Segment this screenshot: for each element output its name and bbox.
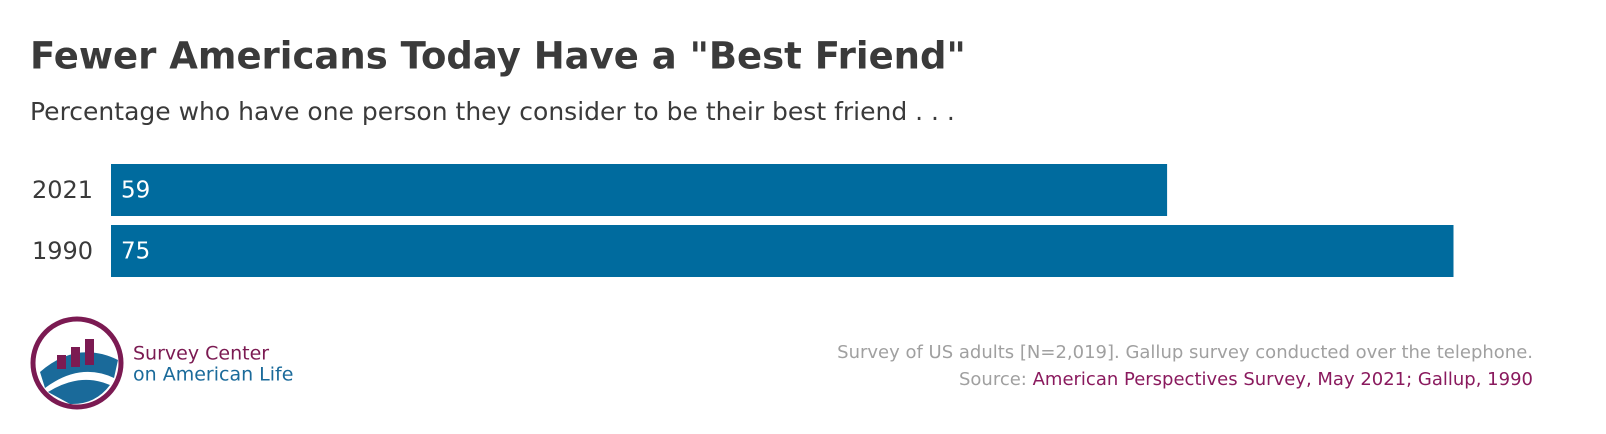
logo-text: Survey Center bbox=[133, 343, 269, 365]
y-tick-label: 2021 bbox=[32, 176, 93, 204]
logo: Survey Center on American Life bbox=[30, 316, 293, 410]
source-label: Source: bbox=[959, 369, 1027, 390]
logo-ring bbox=[30, 316, 124, 410]
chart-title: Fewer Americans Today Have a "Best Frien… bbox=[30, 35, 966, 78]
chart-subtitle: Percentage who have one person they cons… bbox=[30, 97, 955, 126]
logo-bar bbox=[57, 355, 66, 369]
logo-text: on American Life bbox=[133, 364, 293, 386]
logo-bar bbox=[85, 339, 94, 365]
value-label: 75 bbox=[121, 239, 150, 265]
logo-bar bbox=[71, 347, 80, 367]
logo-wave bbox=[48, 379, 110, 405]
y-tick-label: 1990 bbox=[32, 237, 93, 265]
source-text: American Perspectives Survey, May 2021; … bbox=[1033, 369, 1533, 390]
bar bbox=[111, 225, 1454, 277]
bar bbox=[111, 164, 1168, 216]
source: Source: American Perspectives Survey, Ma… bbox=[959, 369, 1533, 390]
footnote: Survey of US adults [N=2,019]. Gallup su… bbox=[837, 342, 1533, 363]
value-label: 59 bbox=[121, 178, 150, 204]
